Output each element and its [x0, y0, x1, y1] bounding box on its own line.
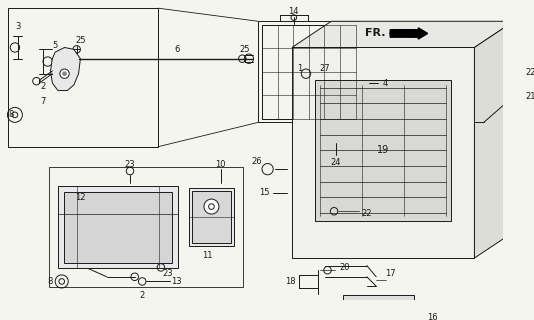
Circle shape [62, 72, 66, 76]
Bar [9, 8, 158, 147]
Text: 2: 2 [41, 82, 45, 91]
Bar [49, 167, 244, 287]
Bar [262, 25, 356, 119]
Text: 26: 26 [251, 157, 262, 166]
Text: 13: 13 [171, 277, 182, 286]
Text: 8: 8 [9, 110, 14, 119]
Text: 11: 11 [202, 251, 213, 260]
Text: 3: 3 [15, 22, 20, 31]
Text: 25: 25 [240, 45, 250, 54]
Text: 4: 4 [383, 78, 388, 88]
Text: 12: 12 [75, 193, 85, 202]
Text: 2: 2 [139, 291, 145, 300]
Text: 18: 18 [285, 277, 295, 286]
Text: 6: 6 [174, 45, 179, 54]
Circle shape [60, 69, 69, 78]
Polygon shape [292, 47, 474, 258]
Bar [348, 300, 409, 320]
Circle shape [204, 199, 219, 214]
Text: 22: 22 [362, 209, 372, 218]
Text: 25: 25 [75, 36, 85, 44]
Text: 1: 1 [297, 64, 302, 73]
Bar [192, 191, 231, 243]
Text: 10: 10 [216, 160, 226, 169]
Text: 24: 24 [331, 158, 341, 167]
Text: 8: 8 [47, 277, 52, 286]
Polygon shape [292, 21, 514, 47]
Text: 27: 27 [319, 64, 330, 73]
Text: 19: 19 [376, 145, 389, 156]
Bar [189, 188, 234, 246]
Text: 20: 20 [339, 263, 350, 272]
Text: 23: 23 [162, 269, 173, 278]
Text: 7: 7 [40, 97, 46, 106]
Polygon shape [474, 21, 514, 258]
Bar [58, 186, 178, 268]
Text: FR.: FR. [365, 28, 386, 38]
Polygon shape [51, 47, 81, 91]
Text: 15: 15 [258, 188, 269, 197]
Bar [258, 21, 359, 122]
Text: 21: 21 [525, 92, 534, 101]
Bar [64, 192, 172, 263]
Text: 14: 14 [288, 7, 299, 16]
Text: 17: 17 [385, 268, 396, 277]
Bar [343, 295, 414, 320]
Text: 5: 5 [52, 41, 58, 50]
Text: 16: 16 [427, 314, 438, 320]
Bar [316, 80, 451, 220]
Text: 23: 23 [125, 160, 135, 169]
Text: 22: 22 [525, 68, 534, 77]
FancyArrow shape [390, 28, 428, 39]
